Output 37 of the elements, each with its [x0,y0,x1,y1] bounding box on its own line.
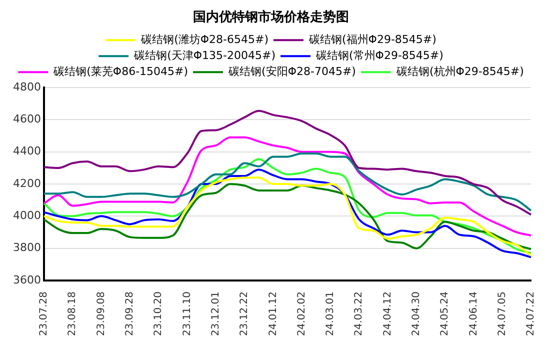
x-tick-label: 23.07.28 [38,291,50,336]
y-tick-label: 4000 [12,209,41,222]
legend-label: 碳结钢(潍坊Φ28-6545#) [140,32,269,46]
x-tick-label: 24.03.01 [325,291,336,336]
x-tick-label: 24.07.05 [496,291,508,336]
x-tick-label: 23.12.01 [210,291,222,336]
y-tick-label: 3800 [12,241,41,254]
y-tick-label: 4800 [12,80,41,94]
x-tick-label: 23.09.08 [96,291,107,336]
x-tick-label: 24.02.02 [296,291,308,336]
legend-label: 碳结钢(莱芜Φ86-15045#) [52,64,188,78]
y-tick-label: 4400 [12,144,41,158]
chart-title: 国内优特钢市场价格走势图 [193,9,349,26]
x-tick-label: 24.06.14 [468,291,480,336]
x-tick-label: 24.03.22 [354,291,365,336]
y-tick-label: 4600 [12,112,41,126]
legend-label: 碳结钢(天津Φ135-20045#) [133,48,276,62]
x-tick-label: 24.04.12 [382,291,394,336]
x-tick-label: 23.09.28 [124,291,136,336]
x-tick-label: 23.11.10 [182,291,193,336]
legend-label: 碳结钢(安阳Φ28-7045#) [228,64,356,78]
x-tick-label: 24.05.24 [440,291,451,336]
line-series [42,110,532,216]
y-tick-label: 4200 [12,176,41,190]
x-tick-label: 23.10.20 [153,291,164,336]
x-tick-label: 24.07.22 [526,291,537,336]
x-tick-label: 24.01.12 [268,291,279,336]
x-tick-label: 23.08.18 [67,291,78,336]
legend-label: 碳结钢(常州Φ29-8545#) [315,48,444,62]
legend-label: 碳结钢(福州Φ29-8545#) [308,32,436,46]
line-series [42,152,532,212]
line-series [42,183,532,250]
x-tick-label: 24.04.30 [411,291,422,336]
line-series [42,136,532,236]
x-tick-label: 23.12.22 [239,291,250,336]
y-tick-label: 3600 [12,273,41,286]
legend-label: 碳结钢(杭州Φ29-8545#) [395,64,524,78]
